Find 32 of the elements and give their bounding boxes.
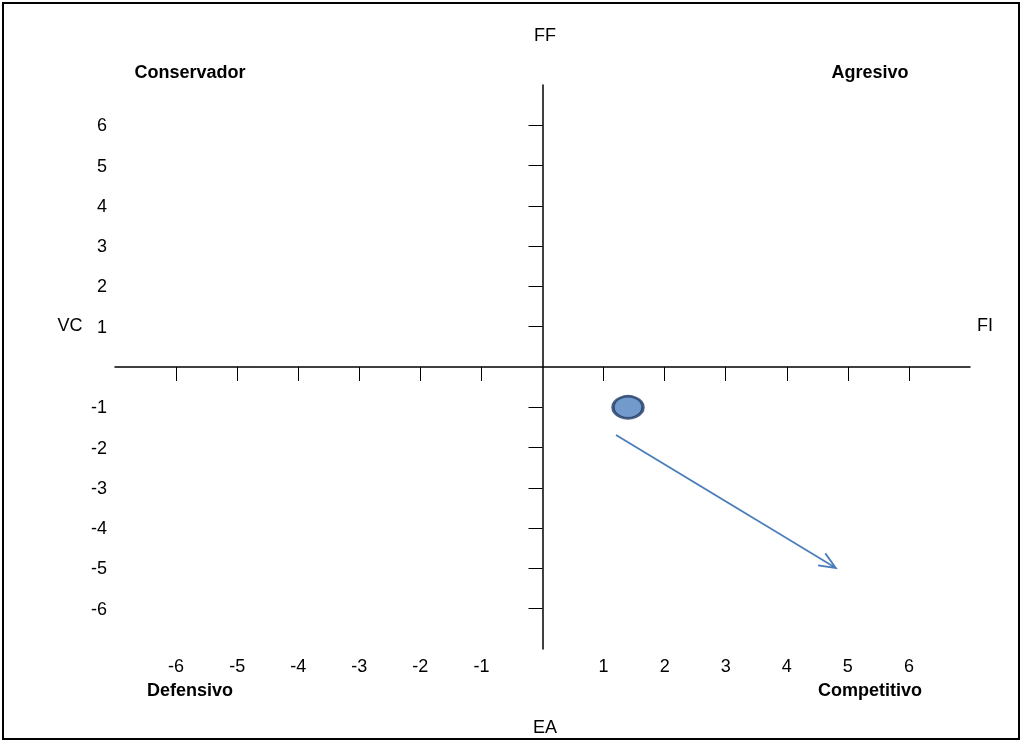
text: Conservador [134, 61, 246, 83]
x-tick-label: -5 [229, 656, 246, 676]
x-tick-label: -2 [412, 656, 429, 676]
text: FF [534, 24, 556, 46]
x-tick-label: 3 [720, 656, 731, 676]
text: EA [532, 716, 558, 738]
y-tick-label: 4 [96, 195, 107, 216]
y-tick-label: -6 [90, 598, 107, 619]
y-tick-label: 1 [96, 316, 107, 337]
y-tick-label: 5 [96, 155, 107, 176]
text: Competitivo [817, 679, 923, 701]
x-tick-label: 2 [659, 656, 670, 676]
y-tick-label: -3 [90, 477, 107, 498]
y-tick-label: 3 [96, 236, 107, 257]
y-tick-label: -4 [90, 518, 107, 539]
text: Agresivo [831, 61, 909, 83]
y-tick-label: -2 [90, 437, 107, 458]
y-tick-label: 6 [96, 115, 107, 136]
x-tick-label: -6 [168, 656, 185, 676]
y-tick-label: 2 [96, 276, 107, 297]
text: FI [977, 314, 993, 336]
x-tick-label: -3 [351, 656, 368, 676]
text: VC [57, 314, 83, 336]
x-tick-label: 1 [598, 656, 609, 676]
text: Defensivo [146, 679, 234, 701]
y-tick-label: -5 [90, 558, 107, 579]
x-tick-label: 6 [903, 656, 914, 676]
x-tick-label: 4 [781, 656, 792, 676]
x-tick-label: -4 [290, 656, 307, 676]
x-tick-label: 5 [842, 656, 853, 676]
y-tick-label: -1 [90, 397, 107, 418]
x-tick-label: -1 [473, 656, 490, 676]
